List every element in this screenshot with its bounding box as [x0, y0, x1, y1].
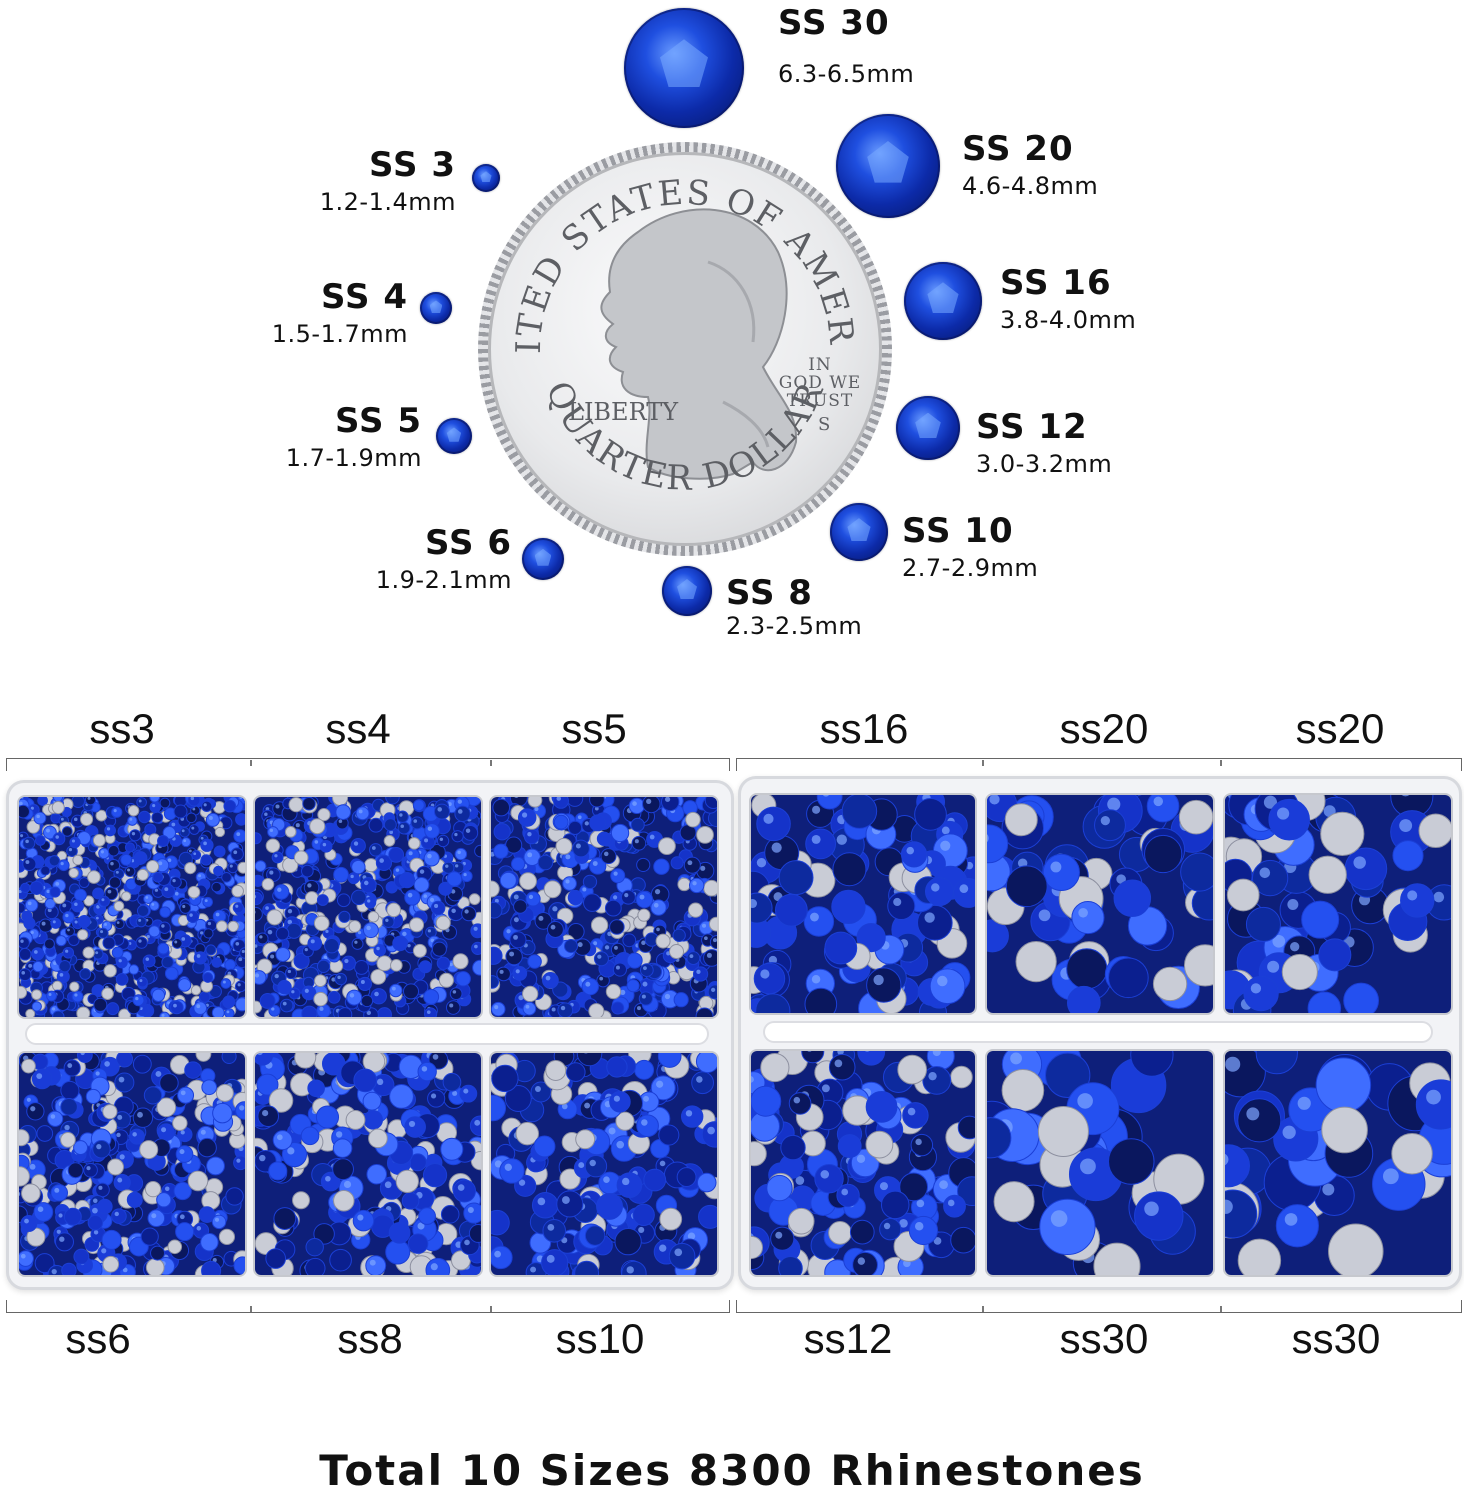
- left-top-label-2: ss4: [325, 705, 391, 752]
- size-code: SS 12: [976, 407, 1088, 447]
- left-bottom-label-1: ss6: [65, 1315, 131, 1362]
- size-dim: 1.9-2.1mm: [375, 566, 512, 594]
- rhinestone-pile: [255, 797, 481, 1017]
- bracket-tick: [490, 1306, 492, 1312]
- gem-ss20: [836, 114, 940, 218]
- compartment-ss3: [17, 795, 247, 1019]
- gem-ss3: [472, 164, 500, 192]
- size-dim: 6.3-6.5mm: [778, 60, 915, 88]
- right-bottom-bracket: [736, 1300, 1462, 1313]
- right-bottom-label-3: ss30: [1291, 1315, 1381, 1362]
- size-label-ss4: SS 4 1.5-1.7mm: [226, 280, 408, 346]
- left-bottom-label-2: ss8: [337, 1315, 403, 1362]
- left-top-label-1: ss3: [89, 705, 155, 752]
- right-bottom-label-2: ss30: [1059, 1315, 1149, 1362]
- size-label-ss5: SS 5 1.7-1.9mm: [240, 404, 422, 470]
- size-dim: 3.8-4.0mm: [1000, 306, 1137, 334]
- gem-ss30: [624, 8, 744, 128]
- size-label-ss30: SS 30 6.3-6.5mm: [778, 6, 914, 86]
- compartment-ss10: [489, 1051, 719, 1277]
- size-dim: 4.6-4.8mm: [962, 172, 1099, 200]
- size-code: SS 20: [962, 129, 1074, 169]
- size-label-ss8: SS 8 2.3-2.5mm: [726, 576, 862, 638]
- rhinestone-pile: [987, 1051, 1213, 1275]
- coin-engraving: UNITED STATES OF AMERICA QUARTER DOLLAR …: [478, 142, 861, 499]
- compartment-ss30-a: [985, 1049, 1215, 1277]
- gem-ss12: [896, 396, 960, 460]
- size-code: SS 6: [425, 523, 512, 563]
- compartment-ss30-b: [1223, 1049, 1453, 1277]
- rhinestone-pile: [751, 795, 975, 1013]
- right-bottom-label-1: ss12: [803, 1315, 893, 1362]
- rhinestone-pile: [19, 1053, 245, 1275]
- gem-ss5: [436, 418, 472, 454]
- left-top-label-3: ss5: [561, 705, 627, 752]
- box-divider: [27, 1025, 707, 1043]
- size-label-ss10: SS 10 2.7-2.9mm: [902, 514, 1038, 580]
- size-dim: 1.2-1.4mm: [319, 188, 456, 216]
- gem-ss10: [830, 503, 888, 561]
- right-top-label-2: ss20: [1059, 705, 1149, 752]
- compartment-ss20-b: [1223, 793, 1453, 1015]
- size-dim: 2.3-2.5mm: [726, 612, 863, 640]
- size-code: SS 3: [369, 145, 456, 185]
- rhinestone-pile: [1225, 1051, 1451, 1275]
- left-rhinestone-box: [6, 780, 734, 1290]
- size-dim: 3.0-3.2mm: [976, 450, 1113, 478]
- bracket-tick: [250, 1306, 252, 1312]
- size-code: SS 10: [902, 511, 1014, 551]
- size-code: SS 4: [321, 277, 408, 317]
- size-dim: 1.5-1.7mm: [271, 320, 408, 348]
- gem-ss16: [904, 262, 982, 340]
- compartment-ss6: [17, 1051, 247, 1277]
- rhinestone-pile: [1225, 795, 1451, 1013]
- size-label-ss16: SS 16 3.8-4.0mm: [1000, 266, 1136, 332]
- left-bottom-bracket: [6, 1300, 730, 1313]
- compartment-ss12: [749, 1049, 977, 1277]
- bracket-tick: [982, 760, 984, 766]
- total-caption: Total 10 Sizes 8300 Rhinestones: [319, 1446, 1145, 1495]
- coin-motto-text: IN GOD WE TRUST: [779, 355, 861, 411]
- size-label-ss3: SS 3 1.2-1.4mm: [270, 148, 456, 214]
- coin-liberty-text: LIBERTY: [568, 398, 679, 426]
- right-top-bracket: [736, 758, 1462, 771]
- size-label-ss20: SS 20 4.6-4.8mm: [962, 132, 1098, 198]
- gem-ss6: [522, 538, 564, 580]
- compartment-ss4: [253, 795, 483, 1019]
- right-rhinestone-box: [738, 776, 1462, 1290]
- left-top-bracket: [6, 758, 730, 771]
- rhinestone-pile: [751, 1051, 975, 1275]
- bracket-tick: [250, 760, 252, 766]
- size-code: SS 5: [335, 401, 422, 441]
- quarter-dollar-coin: UNITED STATES OF AMERICA QUARTER DOLLAR …: [478, 142, 892, 556]
- bracket-tick: [1220, 1306, 1222, 1312]
- compartment-ss20-a: [985, 793, 1215, 1015]
- right-top-label-1: ss16: [819, 705, 909, 752]
- size-code: SS 16: [1000, 263, 1112, 303]
- size-dim: 1.7-1.9mm: [285, 444, 422, 472]
- bracket-tick: [1220, 760, 1222, 766]
- bracket-tick: [490, 760, 492, 766]
- gem-ss4: [420, 292, 452, 324]
- gem-ss8: [662, 566, 712, 616]
- size-code: SS 30: [778, 3, 890, 43]
- size-label-ss6: SS 6 1.9-2.1mm: [332, 526, 512, 592]
- compartment-ss16: [749, 793, 977, 1015]
- right-top-label-3: ss20: [1295, 705, 1385, 752]
- size-label-ss12: SS 12 3.0-3.2mm: [976, 410, 1112, 476]
- washington-portrait: [600, 208, 798, 480]
- rhinestone-pile: [491, 1053, 717, 1275]
- size-code: SS 8: [726, 573, 813, 613]
- compartment-ss8: [253, 1051, 483, 1277]
- size-dim: 2.7-2.9mm: [902, 554, 1039, 582]
- compartment-ss5: [489, 795, 719, 1019]
- box-divider: [765, 1023, 1431, 1041]
- bracket-tick: [982, 1306, 984, 1312]
- coin-mint-mark: S: [818, 414, 830, 435]
- left-bottom-label-3: ss10: [555, 1315, 645, 1362]
- rhinestone-pile: [987, 795, 1213, 1013]
- rhinestone-pile: [255, 1053, 481, 1275]
- rhinestone-pile: [19, 797, 245, 1017]
- rhinestone-pile: [491, 797, 717, 1017]
